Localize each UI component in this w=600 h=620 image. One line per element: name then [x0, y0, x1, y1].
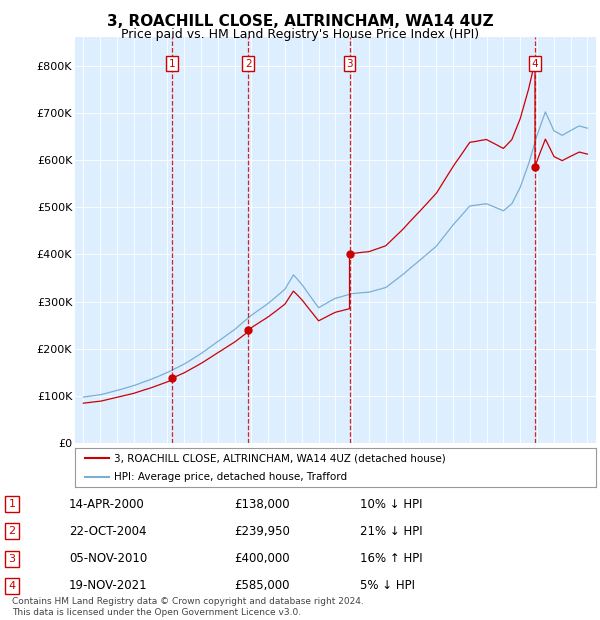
- Text: 22-OCT-2004: 22-OCT-2004: [69, 525, 146, 538]
- Text: 3: 3: [8, 554, 16, 564]
- Text: Price paid vs. HM Land Registry's House Price Index (HPI): Price paid vs. HM Land Registry's House …: [121, 28, 479, 41]
- Text: 3: 3: [346, 59, 353, 69]
- Text: 10% ↓ HPI: 10% ↓ HPI: [360, 498, 422, 510]
- Text: 2: 2: [8, 526, 16, 536]
- Text: 19-NOV-2021: 19-NOV-2021: [69, 580, 148, 592]
- Text: 16% ↑ HPI: 16% ↑ HPI: [360, 552, 422, 565]
- Text: Contains HM Land Registry data © Crown copyright and database right 2024.
This d: Contains HM Land Registry data © Crown c…: [12, 598, 364, 617]
- Text: £239,950: £239,950: [234, 525, 290, 538]
- Text: 4: 4: [8, 581, 16, 591]
- Text: £138,000: £138,000: [234, 498, 290, 510]
- Text: £400,000: £400,000: [234, 552, 290, 565]
- Text: 5% ↓ HPI: 5% ↓ HPI: [360, 580, 415, 592]
- Text: 1: 1: [8, 499, 16, 509]
- Text: 3, ROACHILL CLOSE, ALTRINCHAM, WA14 4UZ: 3, ROACHILL CLOSE, ALTRINCHAM, WA14 4UZ: [107, 14, 493, 29]
- Text: £585,000: £585,000: [234, 580, 290, 592]
- Text: 1: 1: [169, 59, 175, 69]
- Text: 05-NOV-2010: 05-NOV-2010: [69, 552, 147, 565]
- Text: 4: 4: [532, 59, 538, 69]
- Text: 21% ↓ HPI: 21% ↓ HPI: [360, 525, 422, 538]
- Text: 14-APR-2000: 14-APR-2000: [69, 498, 145, 510]
- Text: 3, ROACHILL CLOSE, ALTRINCHAM, WA14 4UZ (detached house): 3, ROACHILL CLOSE, ALTRINCHAM, WA14 4UZ …: [114, 453, 446, 463]
- Text: 2: 2: [245, 59, 251, 69]
- Text: HPI: Average price, detached house, Trafford: HPI: Average price, detached house, Traf…: [114, 472, 347, 482]
